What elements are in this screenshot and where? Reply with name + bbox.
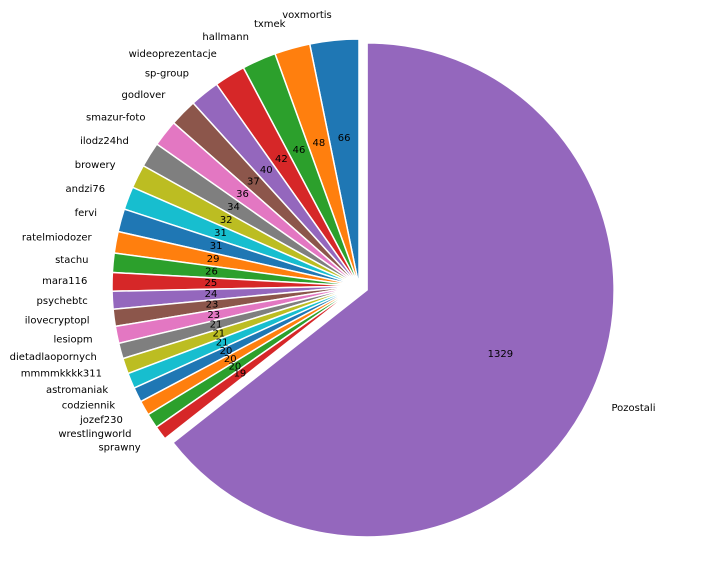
pie-category-label-codziennik: codziennik xyxy=(62,400,116,411)
pie-value-label-fervi: 31 xyxy=(210,241,223,252)
pie-value-label-godlover: 37 xyxy=(247,177,260,188)
pie-category-label-andzi76: andzi76 xyxy=(66,184,106,195)
pie-value-label-hallmann: 46 xyxy=(293,145,306,156)
pie-category-label-wideoprezentacje: wideoprezentacje xyxy=(129,49,217,60)
pie-category-label-psychebtc: psychebtc xyxy=(37,296,88,307)
pie-category-label-ratelmiodozer: ratelmiodozer xyxy=(22,232,93,243)
pie-value-labels: 6648464240373634323131292625242323212121… xyxy=(204,133,513,380)
pie-value-label-ilodz24hd: 34 xyxy=(227,202,240,213)
pie-category-label-ilodz24hd: ilodz24hd xyxy=(80,136,129,147)
pie-category-label-ilovecryptopl: ilovecryptopl xyxy=(25,316,90,327)
pie-category-label-mara116: mara116 xyxy=(42,276,87,287)
pie-value-label-smazur-foto: 36 xyxy=(236,189,249,200)
pie-category-label-jozef230: jozef230 xyxy=(79,415,123,426)
pie-value-label-jozef230: 20 xyxy=(224,354,237,365)
pie-category-label-stachu: stachu xyxy=(55,255,88,266)
pie-value-label-mara116: 25 xyxy=(204,278,217,289)
pie-value-label-psychebtc: 24 xyxy=(205,289,218,300)
pie-category-label-hallmann: hallmann xyxy=(202,32,249,43)
pie-slice-sprawny xyxy=(155,285,360,440)
pie-value-label-andzi76: 31 xyxy=(214,228,227,239)
pie-value-label-dietadlaopornych: 21 xyxy=(210,320,223,331)
pie-value-label-lesiopm: 23 xyxy=(207,310,220,321)
pie-category-label-fervi: fervi xyxy=(75,208,97,219)
pie-value-label-wideoprezentacje: 42 xyxy=(275,154,288,165)
pie-value-label-stachu: 26 xyxy=(205,267,218,278)
pie-slices xyxy=(111,38,615,538)
pie-category-label-mmmmkkkk311: mmmmkkkk311 xyxy=(21,369,102,380)
pie-value-label-sprawny: 19 xyxy=(234,369,247,380)
pie-category-label-txmek: txmek xyxy=(254,19,286,30)
pie-slice-pozostali xyxy=(171,42,615,538)
pie-value-label-pozostali: 1329 xyxy=(488,349,513,360)
pie-category-label-smazur-foto: smazur-foto xyxy=(86,112,145,123)
pie-category-label-sp-group: sp-group xyxy=(145,69,189,80)
pie-value-label-ilovecryptopl: 23 xyxy=(206,300,219,311)
pie-category-label-browery: browery xyxy=(75,160,116,171)
pie-category-label-dietadlaopornych: dietadlaopornych xyxy=(10,352,97,363)
pie-value-label-txmek: 48 xyxy=(313,138,326,149)
pie-value-label-voxmortis: 66 xyxy=(338,133,351,144)
pie-category-label-pozostali: Pozostali xyxy=(612,403,656,414)
pie-value-label-sp-group: 40 xyxy=(260,165,273,176)
pie-value-label-ratelmiodozer: 29 xyxy=(207,254,220,265)
pie-category-label-astromaniak: astromaniak xyxy=(46,385,108,396)
pie-category-label-voxmortis: voxmortis xyxy=(282,10,332,21)
pie-category-label-godlover: godlover xyxy=(122,90,167,101)
pie-value-label-codziennik: 20 xyxy=(220,346,233,357)
pie-category-label-wrestlingworld: wrestlingworld xyxy=(58,429,131,440)
pie-value-label-mmmmkkkk311: 21 xyxy=(212,329,225,340)
pie-category-label-sprawny: sprawny xyxy=(98,442,140,453)
pie-value-label-browery: 32 xyxy=(220,215,233,226)
pie-category-label-lesiopm: lesiopm xyxy=(54,334,93,345)
pie-value-label-astromaniak: 21 xyxy=(216,337,229,348)
pie-value-label-wrestlingworld: 20 xyxy=(229,362,242,373)
